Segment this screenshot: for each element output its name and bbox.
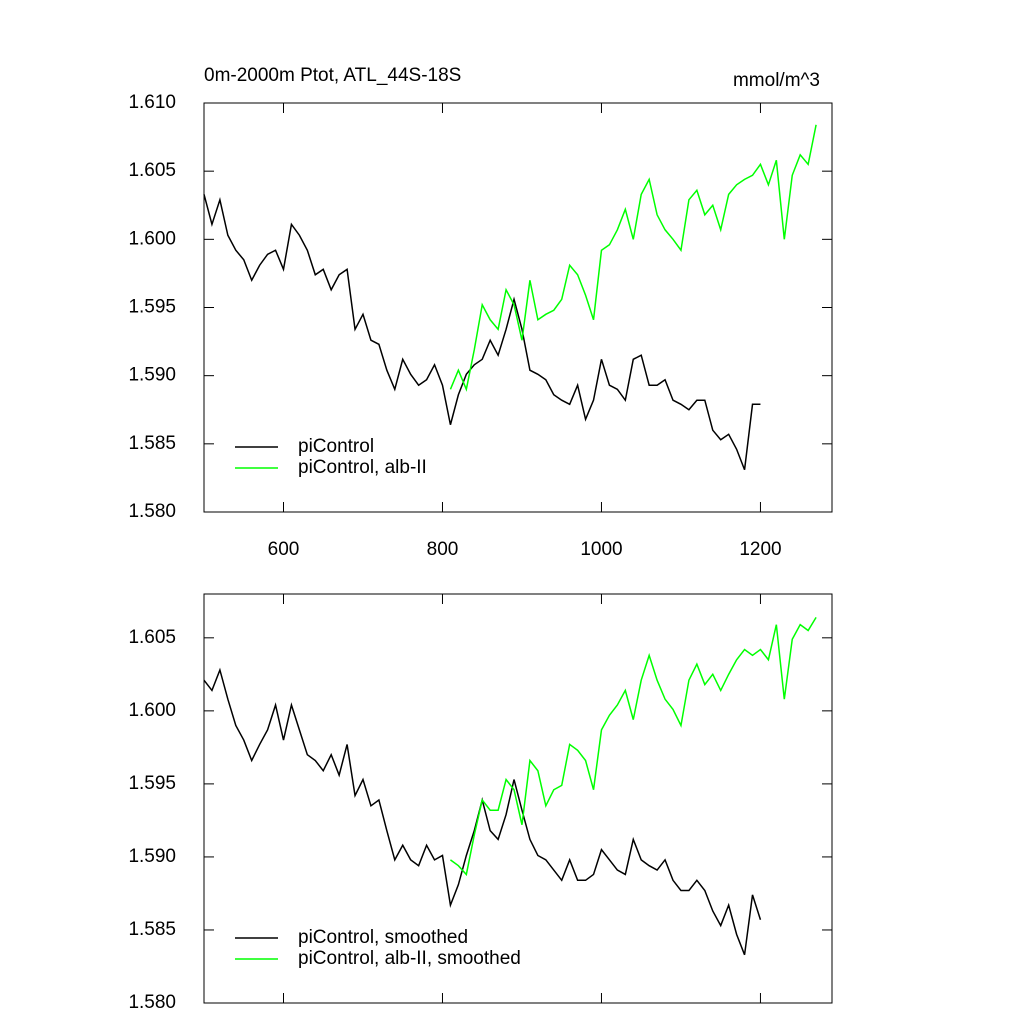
y-tick-label: 1.580 [128,992,176,1013]
y-tick-label: 1.580 [128,501,176,522]
series-line [203,667,762,956]
legend-label: piControl, alb-II, smoothed [298,948,521,969]
y-tick-label: 1.595 [128,773,176,794]
x-tick-label: 1000 [580,539,622,560]
series-line [203,194,761,471]
chart-title: 0m-2000m Ptot, ATL_44S-18S [204,65,461,86]
x-tick-label: 800 [427,539,459,560]
y-tick-label: 1.600 [128,228,176,249]
x-tick-label: 1200 [739,539,781,560]
units-label: mmol/m^3 [733,70,820,91]
legend-label: piControl [298,436,374,457]
legend-label: piControl, alb-II [298,457,427,478]
y-tick-label: 1.610 [128,92,176,113]
y-tick-label: 1.585 [128,919,176,940]
y-tick-label: 1.605 [128,627,176,648]
series-line [449,616,817,877]
y-tick-label: 1.590 [128,846,176,867]
y-tick-label: 1.595 [128,297,176,318]
y-tick-label: 1.605 [128,160,176,181]
y-tick-label: 1.590 [128,365,176,386]
y-tick-label: 1.600 [128,700,176,721]
x-tick-label: 600 [268,539,300,560]
legend-label: piControl, smoothed [298,927,468,948]
y-tick-label: 1.585 [128,433,176,454]
plot-frame [203,593,833,1004]
series-line [449,124,817,392]
